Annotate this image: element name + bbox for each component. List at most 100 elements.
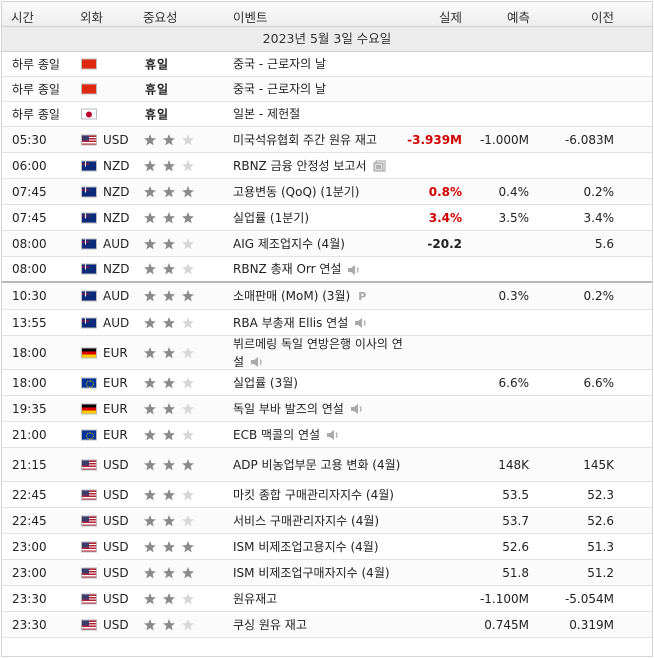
event-label[interactable]: 중국 - 근로자의 날 <box>233 57 327 71</box>
flag-jp-icon <box>81 108 97 120</box>
table-row[interactable]: 18:00 EUR 뷔르메링 독일 연방은행 이사의 연설 <box>2 336 652 370</box>
table-row[interactable]: 23:30 USD 원유재고 -1.100M -5.054M <box>2 586 652 612</box>
event-label[interactable]: 실업률 (1분기) <box>233 210 310 225</box>
row-time: 05:30 <box>12 132 47 147</box>
event-label[interactable]: ECB 맥콜의 연설 <box>233 427 321 442</box>
table-row[interactable]: 10:30 AUD 소매판매 (MoM) (3월) P 0.3% 0.2% <box>2 283 652 310</box>
table-row[interactable]: 08:00 NZD RBNZ 총재 Orr 연설 <box>2 257 652 283</box>
row-time: 21:15 <box>12 457 47 472</box>
event-label[interactable]: 실업률 (3월) <box>233 375 298 390</box>
row-event[interactable]: 마킷 종합 구매관리자지수 (4월) <box>233 486 408 504</box>
event-label[interactable]: 소매판매 (MoM) (3월) <box>233 288 351 303</box>
row-currency: NZD <box>103 184 130 199</box>
row-event[interactable]: 쿠싱 원유 재고 <box>233 616 408 634</box>
star-filled-icon <box>144 346 156 358</box>
event-label[interactable]: 마킷 종합 구매관리자지수 (4월) <box>233 487 394 502</box>
star-filled-icon <box>144 376 156 388</box>
event-label[interactable]: 쿠싱 원유 재고 <box>233 617 307 632</box>
event-label[interactable]: 중국 - 근로자의 날 <box>233 82 327 96</box>
star-filled-icon <box>144 185 156 197</box>
row-forecast: -1.000M <box>479 132 529 147</box>
row-event[interactable]: RBNZ 금융 안정성 보고서 <box>233 157 408 175</box>
event-label[interactable]: RBNZ 총재 Orr 연설 <box>233 262 342 276</box>
row-time: 22:45 <box>12 513 47 528</box>
table-row[interactable]: 22:45 USD 서비스 구매관리자지수 (4월) 53.7 52.6 <box>2 508 652 534</box>
flag-us-icon <box>81 593 97 604</box>
star-empty-icon <box>182 514 194 526</box>
flag-us-icon <box>81 515 97 526</box>
table-row[interactable]: 하루 종일 휴일 일본 - 제헌절 <box>2 102 652 127</box>
row-event[interactable]: 뷔르메링 독일 연방은행 이사의 연설 <box>233 335 408 371</box>
row-event[interactable]: ECB 맥콜의 연설 <box>233 426 408 444</box>
row-event[interactable]: RBA 부총재 Ellis 연설 <box>233 314 408 332</box>
importance-stars <box>144 316 194 328</box>
row-currency: USD <box>103 513 129 528</box>
event-label[interactable]: 일본 - 제헌절 <box>233 107 301 121</box>
table-row[interactable]: 06:00 NZD RBNZ 금융 안정성 보고서 <box>2 153 652 179</box>
header-currency: 외화 <box>80 10 104 25</box>
flag-de-icon <box>81 403 97 414</box>
row-event[interactable]: RBNZ 총재 Orr 연설 <box>233 260 408 278</box>
row-event[interactable]: 서비스 구매관리자지수 (4월) <box>233 512 408 530</box>
preliminary-icon: P <box>358 289 367 303</box>
star-filled-icon <box>163 159 175 171</box>
table-row[interactable]: 19:35 EUR 독일 부바 발즈의 연설 <box>2 396 652 422</box>
flag-cn-icon <box>81 58 97 70</box>
row-time: 10:30 <box>12 289 47 303</box>
row-event[interactable]: 실업률 (1분기) <box>233 209 408 227</box>
event-label[interactable]: 미국석유협회 주간 원유 재고 <box>233 132 377 147</box>
table-row[interactable]: 08:00 AUD AIG 제조업지수 (4월) -20.2 5.6 <box>2 231 652 257</box>
row-previous: 52.3 <box>587 487 614 502</box>
table-row[interactable]: 13:55 AUD RBA 부총재 Ellis 연설 <box>2 310 652 336</box>
row-previous: 5.6 <box>594 236 614 251</box>
row-event[interactable]: 독일 부바 발즈의 연설 <box>233 400 408 418</box>
event-label[interactable]: AIG 제조업지수 (4월) <box>233 236 345 251</box>
table-row[interactable]: 07:45 NZD 실업률 (1분기) 3.4% 3.5% 3.4% <box>2 205 652 231</box>
event-label[interactable]: ISM 비제조업고용지수 (4월) <box>233 539 379 554</box>
star-filled-icon <box>144 263 156 275</box>
event-label[interactable]: RBNZ 금융 안정성 보고서 <box>233 158 367 173</box>
importance-stars <box>144 376 194 388</box>
row-forecast: 52.6 <box>502 539 529 554</box>
table-row[interactable]: 21:00 EUR ECB 맥콜의 연설 <box>2 422 652 448</box>
row-time: 21:00 <box>12 427 47 442</box>
row-event[interactable]: ADP 비농업부문 고용 변화 (4월) <box>233 456 408 474</box>
table-row[interactable]: 21:15 USD ADP 비농업부문 고용 변화 (4월) 148K 145K <box>2 448 652 482</box>
row-event[interactable]: 미국석유협회 주간 원유 재고 <box>233 131 408 149</box>
table-row[interactable]: 07:45 NZD 고용변동 (QoQ) (1분기) 0.8% 0.4% 0.2% <box>2 179 652 205</box>
table-row[interactable]: 18:00 EUR 실업률 (3월) 6.6% 6.6% <box>2 370 652 396</box>
event-label[interactable]: ISM 비제조업구매자지수 (4월) <box>233 565 390 580</box>
event-label[interactable]: ADP 비농업부문 고용 변화 (4월) <box>233 457 401 472</box>
event-label[interactable]: 고용변동 (QoQ) (1분기) <box>233 184 360 199</box>
event-label[interactable]: 독일 부바 발즈의 연설 <box>233 401 344 416</box>
row-event[interactable]: ISM 비제조업구매자지수 (4월) <box>233 564 408 582</box>
row-event[interactable]: ISM 비제조업고용지수 (4월) <box>233 538 408 556</box>
row-event[interactable]: 중국 - 근로자의 날 <box>233 80 408 98</box>
event-label[interactable]: 뷔르메링 독일 연방은행 이사의 연설 <box>233 336 403 369</box>
row-event[interactable]: 중국 - 근로자의 날 <box>233 55 408 73</box>
star-filled-icon <box>144 618 156 630</box>
row-event[interactable]: 일본 - 제헌절 <box>233 105 408 123</box>
star-filled-icon <box>144 211 156 223</box>
table-row[interactable]: 하루 종일 휴일 중국 - 근로자의 날 <box>2 77 652 102</box>
row-event[interactable]: AIG 제조업지수 (4월) <box>233 235 408 253</box>
table-row[interactable]: 23:00 USD ISM 비제조업고용지수 (4월) 52.6 51.3 <box>2 534 652 560</box>
row-event[interactable]: 고용변동 (QoQ) (1분기) <box>233 183 408 201</box>
row-currency: USD <box>103 539 129 554</box>
flag-nz-icon <box>81 212 97 223</box>
row-event[interactable]: 실업률 (3월) <box>233 374 408 392</box>
table-row[interactable]: 23:30 USD 쿠싱 원유 재고 0.745M 0.319M <box>2 612 652 638</box>
importance-stars <box>144 618 194 630</box>
row-currency: EUR <box>103 345 128 360</box>
event-label[interactable]: RBA 부총재 Ellis 연설 <box>233 315 349 330</box>
table-row[interactable]: 23:00 USD ISM 비제조업구매자지수 (4월) 51.8 51.2 <box>2 560 652 586</box>
speaker-icon <box>327 430 338 440</box>
table-row[interactable]: 05:30 USD 미국석유협회 주간 원유 재고 -3.939M -1.000M -6.… <box>2 127 652 153</box>
event-label[interactable]: 원유재고 <box>233 591 278 606</box>
table-row[interactable]: 22:45 USD 마킷 종합 구매관리자지수 (4월) 53.5 52.3 <box>2 482 652 508</box>
row-forecast: 53.7 <box>502 513 529 528</box>
event-label[interactable]: 서비스 구매관리자지수 (4월) <box>233 513 380 528</box>
row-event[interactable]: 원유재고 <box>233 590 408 608</box>
table-row[interactable]: 하루 종일 휴일 중국 - 근로자의 날 <box>2 52 652 77</box>
row-event[interactable]: 소매판매 (MoM) (3월) P <box>233 287 408 306</box>
